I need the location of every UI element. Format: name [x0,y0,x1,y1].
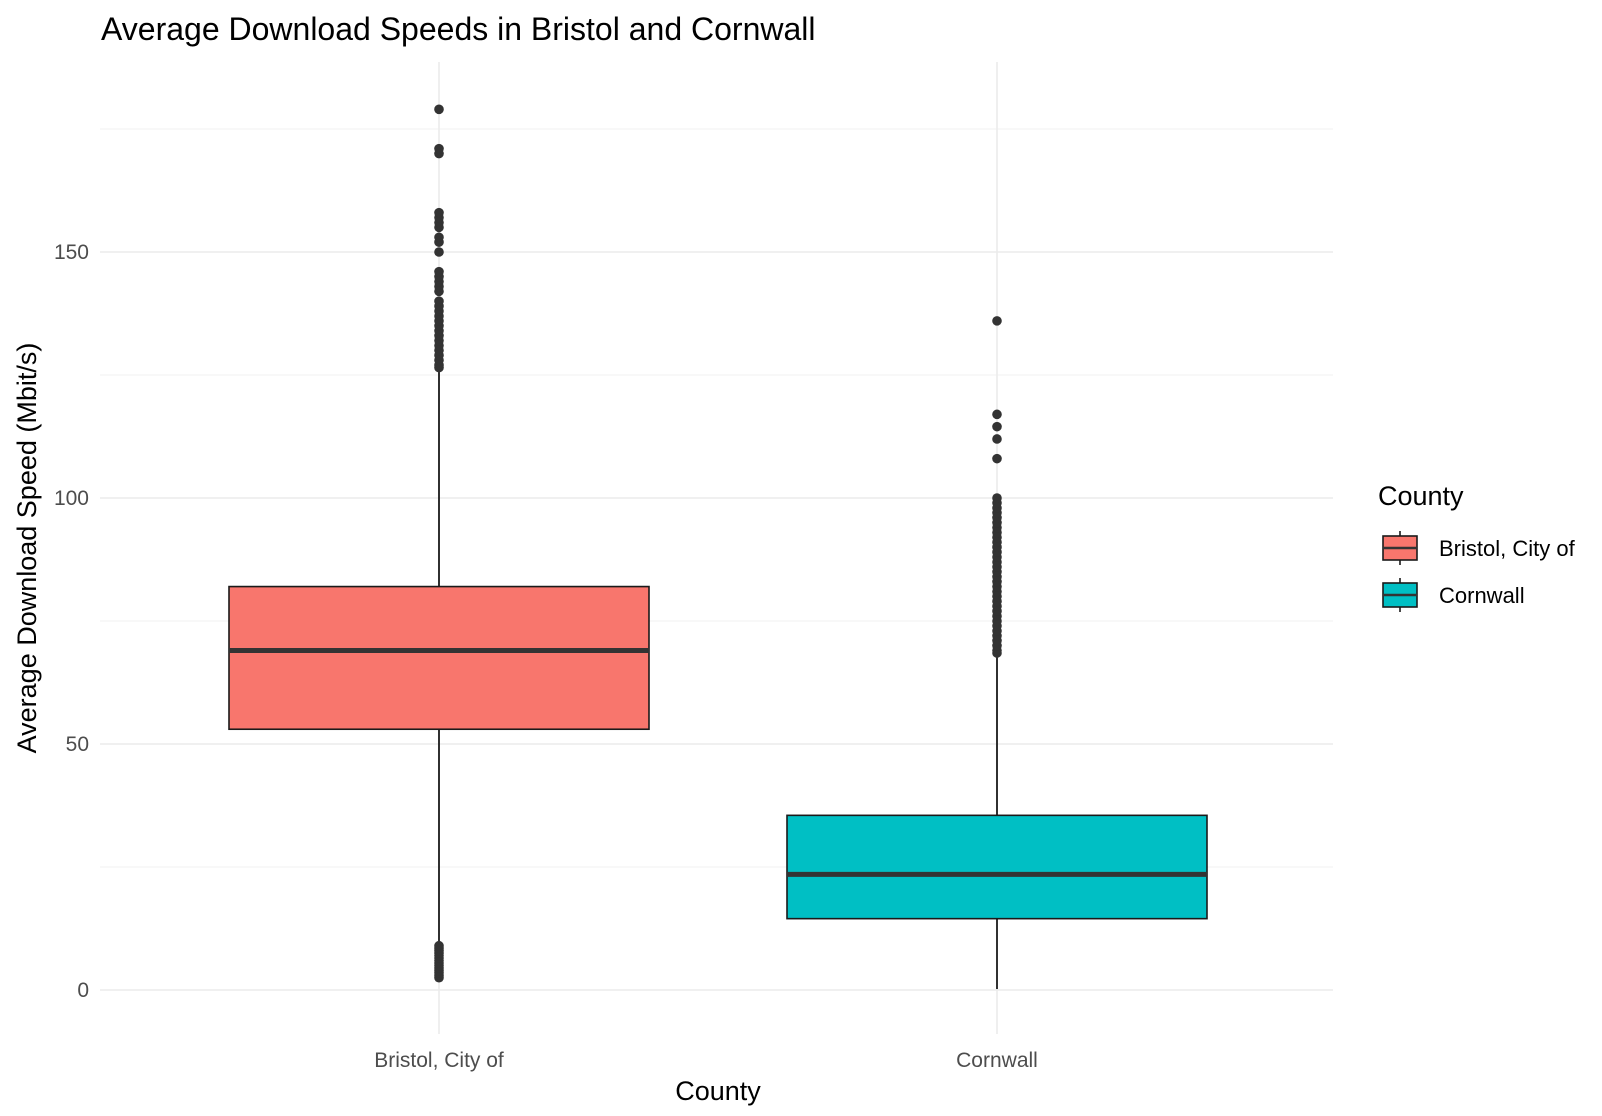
x-tick-label: Bristol, City of [374,1049,504,1072]
outlier-point [992,316,1002,326]
x-axis-title: County [675,1076,761,1106]
outlier-point [434,104,444,115]
y-axis-ticks: 0 50 100 150 [54,241,89,1002]
outlier-point [434,296,444,307]
legend-label: Cornwall [1439,583,1525,608]
outlier-point [992,434,1002,444]
outlier-point [434,940,444,951]
outlier-point [992,409,1002,420]
x-tick-label: Cornwall [956,1049,1038,1072]
y-axis-title: Average Download Speed (Mbit/s) [12,343,42,754]
y-tick-label: 50 [66,733,89,756]
outlier-point [992,421,1002,432]
y-tick-label: 0 [77,979,89,1002]
outlier-point [434,143,444,154]
y-tick-label: 150 [54,241,89,264]
legend: County Bristol, City of Cornwall [1378,481,1576,612]
outlier-point [434,232,444,243]
box-group [786,316,1208,990]
box-iqr [228,585,650,731]
box-group [228,104,650,983]
outlier-point [434,247,444,257]
legend-key [1382,578,1418,612]
legend-title: County [1378,481,1464,511]
x-axis-ticks: Bristol, City of Cornwall [374,1049,1038,1072]
box-iqr [786,814,1208,920]
outlier-point [434,266,444,277]
outlier-point [992,453,1002,464]
chart-title: Average Download Speeds in Bristol and C… [101,11,815,47]
outlier-point [434,207,444,218]
legend-key [1382,531,1418,565]
legend-label: Bristol, City of [1439,536,1576,561]
outlier-point [992,493,1002,503]
y-tick-label: 100 [54,487,89,510]
box-series [228,104,1208,990]
